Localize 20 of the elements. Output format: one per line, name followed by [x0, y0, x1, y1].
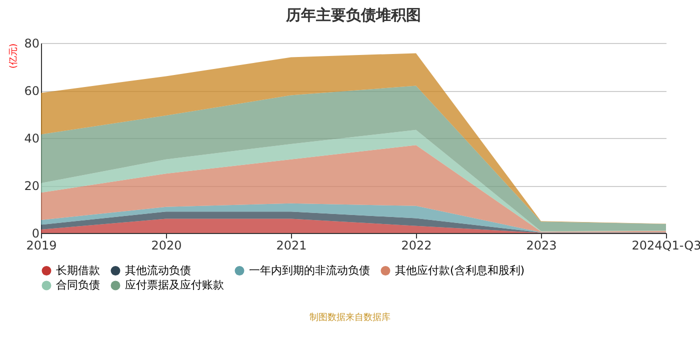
- y-tick-label: 20: [24, 179, 40, 193]
- x-tick-label: 2021: [276, 238, 307, 252]
- legend-label: 长期借款: [56, 264, 100, 277]
- legend-label: 其他流动负债: [125, 264, 191, 277]
- x-tick-label: 2019: [26, 238, 57, 252]
- x-tick-label: 2020: [151, 238, 182, 252]
- legend-label: 合同负债: [56, 278, 100, 292]
- y-tick-label: 80: [24, 36, 40, 50]
- x-tick-label: 2024Q1-Q3: [632, 238, 700, 252]
- legend-label: 其他应付款(含利息和股利): [395, 264, 525, 277]
- legend-label: 一年内到期的非流动负债: [249, 264, 370, 277]
- text: 制图数据来自数据库: [308, 312, 392, 324]
- chart-title: 历年主要负债堆积图: [285, 6, 421, 24]
- x-tick-label: 2023: [526, 238, 557, 252]
- x-tick-label: 2022: [401, 238, 432, 252]
- y-axis-title: (亿元): [8, 44, 20, 69]
- y-tick-label: 0: [32, 226, 40, 240]
- y-tick-label: 60: [24, 84, 40, 98]
- legend-label: 应付票据及应付账款: [125, 278, 224, 292]
- y-tick-label: 40: [24, 132, 40, 146]
